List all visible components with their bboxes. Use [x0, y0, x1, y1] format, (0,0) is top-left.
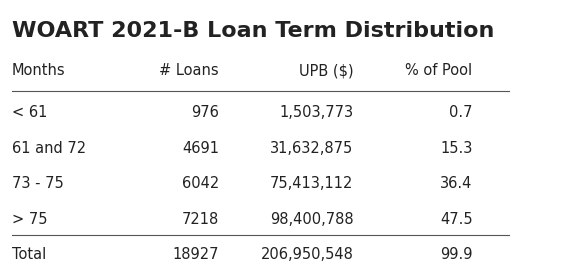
Text: 31,632,875: 31,632,875 [270, 141, 353, 156]
Text: % of Pool: % of Pool [405, 63, 473, 78]
Text: 75,413,112: 75,413,112 [270, 176, 353, 191]
Text: < 61: < 61 [12, 105, 47, 120]
Text: 4691: 4691 [182, 141, 219, 156]
Text: 0.7: 0.7 [449, 105, 473, 120]
Text: 61 and 72: 61 and 72 [12, 141, 86, 156]
Text: UPB ($): UPB ($) [299, 63, 353, 78]
Text: 6042: 6042 [182, 176, 219, 191]
Text: 36.4: 36.4 [440, 176, 473, 191]
Text: 15.3: 15.3 [440, 141, 473, 156]
Text: 73 - 75: 73 - 75 [12, 176, 63, 191]
Text: 1,503,773: 1,503,773 [279, 105, 353, 120]
Text: 7218: 7218 [182, 212, 219, 227]
Text: # Loans: # Loans [159, 63, 219, 78]
Text: 47.5: 47.5 [440, 212, 473, 227]
Text: 206,950,548: 206,950,548 [260, 247, 353, 262]
Text: Months: Months [12, 63, 66, 78]
Text: > 75: > 75 [12, 212, 47, 227]
Text: 98,400,788: 98,400,788 [270, 212, 353, 227]
Text: WOART 2021-B Loan Term Distribution: WOART 2021-B Loan Term Distribution [12, 20, 494, 41]
Text: 976: 976 [191, 105, 219, 120]
Text: 99.9: 99.9 [440, 247, 473, 262]
Text: Total: Total [12, 247, 46, 262]
Text: 18927: 18927 [172, 247, 219, 262]
